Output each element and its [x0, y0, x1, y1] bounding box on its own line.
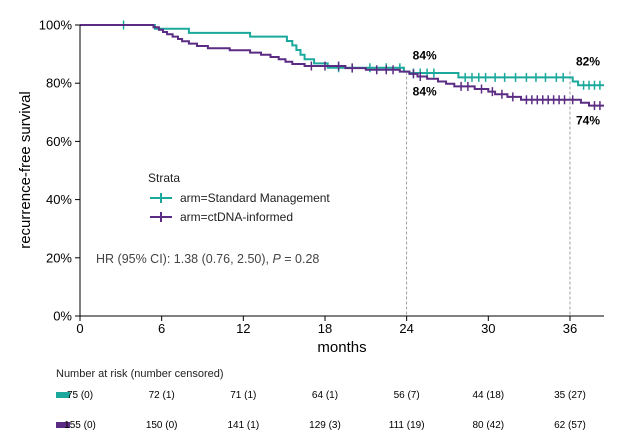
annotations: 84% 84% 82% 74% [413, 49, 601, 128]
hr-prefix: HR (95% CI): 1.38 (0.76, 2.50), [96, 252, 272, 266]
hr-p-label: P [272, 252, 281, 266]
y-tick-label-80: 80% [46, 76, 72, 91]
km-curve-standard [80, 24, 604, 87]
x-tick-label-36: 36 [563, 321, 577, 336]
y-tick-label-0: 0% [53, 309, 72, 324]
x-tick-label-12: 12 [236, 321, 250, 336]
risk-swatch-ctdna [56, 422, 70, 428]
y-tick-label-60: 60% [46, 134, 72, 149]
risk-cell-ctdna-12: 141 (1) [227, 420, 259, 431]
axes [79, 25, 604, 317]
legend: Strata arm=Standard Management arm=ctDNA… [148, 171, 330, 224]
reference-lines [406, 71, 571, 316]
km-curve-ctdna [80, 24, 604, 107]
legend-label-standard: arm=Standard Management [180, 191, 330, 205]
risk-cell-ctdna-18: 129 (3) [309, 420, 341, 431]
risk-cell-standard-30: 44 (18) [472, 390, 504, 401]
x-tick-label-24: 24 [399, 321, 413, 336]
hazard-ratio-text: HR (95% CI): 1.38 (0.76, 2.50), P = 0.28 [96, 252, 319, 266]
risk-cell-standard-18: 64 (1) [312, 390, 338, 401]
annotation-standard-36: 82% [576, 54, 600, 68]
risk-cell-ctdna-24: 111 (19) [389, 420, 425, 431]
risk-cell-ctdna-0: 155 (0) [64, 420, 96, 431]
annotation-ctdna-36: 74% [576, 114, 600, 128]
y-axis-title: recurrence-free survival [17, 91, 34, 249]
legend-label-ctdna: arm=ctDNA-informed [180, 210, 293, 224]
risk-cell-standard-24: 56 (7) [394, 390, 420, 401]
risk-cell-standard-0: 75 (0) [67, 390, 93, 401]
risk-table-title: Number at risk (number censored) [56, 368, 224, 380]
hr-suffix: = 0.28 [281, 252, 320, 266]
annotation-ctdna-24: 84% [413, 85, 437, 99]
x-tick-label-0: 0 [76, 321, 83, 336]
x-tick-label-18: 18 [318, 321, 332, 336]
risk-cell-ctdna-30: 80 (42) [472, 420, 504, 431]
y-tick-label-100: 100% [39, 18, 73, 33]
risk-swatch-standard [56, 392, 70, 398]
x-tick-label-6: 6 [158, 321, 165, 336]
x-tick-label-30: 30 [481, 321, 495, 336]
risk-cell-standard-6: 72 (1) [149, 390, 175, 401]
x-axis-title: months [317, 339, 366, 356]
risk-cell-ctdna-6: 150 (0) [146, 420, 178, 431]
legend-title: Strata [148, 171, 180, 185]
risk-cell-standard-12: 71 (1) [230, 390, 256, 401]
y-tick-label-20: 20% [46, 250, 72, 265]
ticks: 0 6 12 18 24 30 36 0% 20% 40% 60% 80% 100% [39, 18, 577, 337]
y-tick-label-40: 40% [46, 192, 72, 207]
risk-cell-standard-36: 35 (27) [554, 390, 586, 401]
annotation-standard-24: 84% [413, 49, 437, 63]
risk-cell-ctdna-36: 62 (57) [554, 420, 586, 431]
survival-curves [80, 20, 604, 111]
risk-table: 75 (0) 72 (1) 71 (1) 64 (1) 56 (7) 44 (18) 35 … [56, 390, 586, 431]
